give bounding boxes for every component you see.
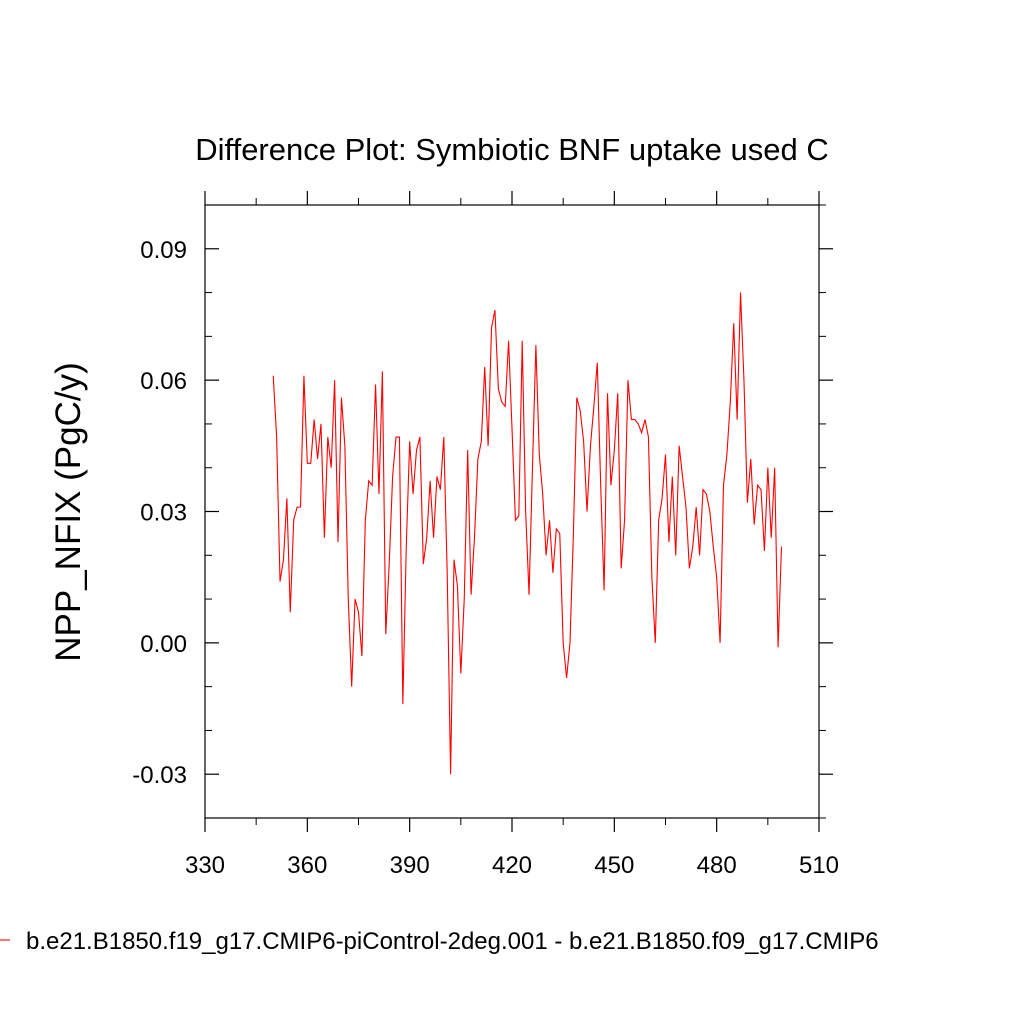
axis-ticks — [204, 191, 833, 832]
y-tick-label: -0.03 — [132, 762, 187, 789]
chart-title: Difference Plot: Symbiotic BNF uptake us… — [195, 132, 829, 167]
x-tick-label: 450 — [594, 852, 634, 879]
x-tick-label: 390 — [390, 852, 430, 879]
x-tick-label: 360 — [287, 852, 327, 879]
x-tick-label: 510 — [799, 852, 839, 879]
y-tick-label: 0.06 — [140, 368, 187, 395]
x-tick-label: 480 — [697, 852, 737, 879]
series-line — [272, 292, 783, 775]
x-axis-tick-labels: 330 360 390 420 450 480 510 — [185, 852, 839, 879]
x-tick-label: 330 — [185, 852, 225, 879]
legend-label: b.e21.B1850.f19_g17.CMIP6-piControl-2deg… — [26, 928, 879, 955]
plot-frame — [204, 204, 820, 819]
y-axis-tick-labels: -0.03 0.00 0.03 0.06 0.09 — [132, 237, 187, 789]
y-axis-label: NPP_NFIX (PgC/y) — [49, 362, 88, 662]
x-tick-label: 420 — [492, 852, 532, 879]
y-tick-label: 0.09 — [140, 237, 187, 264]
y-tick-label: 0.00 — [140, 631, 187, 658]
y-tick-label: 0.03 — [140, 500, 187, 527]
